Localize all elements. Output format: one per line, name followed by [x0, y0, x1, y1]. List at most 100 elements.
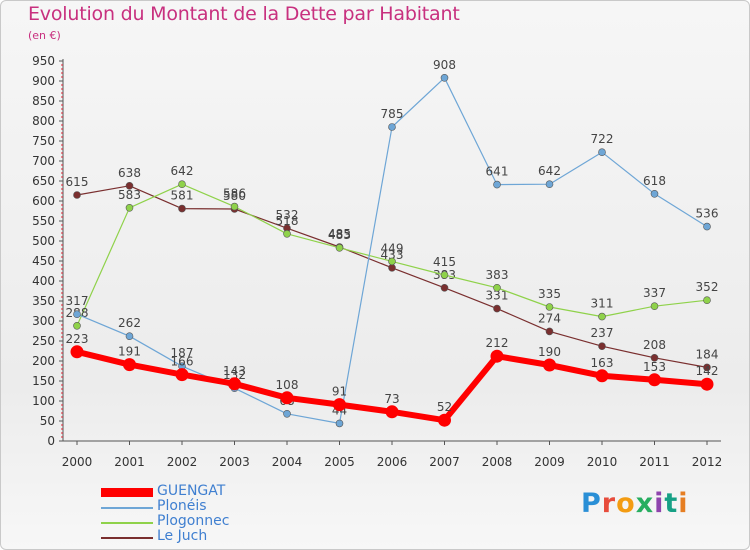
data-label-guengat: 73: [384, 392, 399, 406]
data-label-guengat: 153: [643, 360, 666, 374]
data-label-plon-is: 317: [66, 294, 89, 308]
x-tick-label: 2012: [692, 455, 723, 469]
data-label-plon-is: 641: [486, 165, 509, 179]
data-label-plogonnec: 311: [591, 297, 614, 311]
legend-label-plon-is: Plonéis: [157, 498, 207, 514]
point-plogonnec: [440, 271, 449, 279]
data-label-plon-is: 187: [171, 346, 194, 360]
point-plogonnec: [598, 312, 606, 321]
data-label-plon-is: 722: [591, 132, 614, 146]
point-plogonnec: [230, 202, 239, 211]
data-label-le-juch: 580: [223, 189, 246, 203]
point-le-juch: [73, 191, 81, 199]
data-label-plogonnec: 415: [433, 255, 456, 269]
point-plon-is: [388, 123, 396, 131]
point-guengat: [70, 345, 84, 359]
data-label-le-juch: 184: [696, 347, 719, 361]
point-guengat: [280, 391, 294, 405]
data-label-le-juch: 274: [538, 311, 561, 325]
data-label-le-juch: 532: [276, 208, 299, 222]
data-label-plogonnec: 518: [276, 214, 299, 228]
x-tick-label: 2010: [587, 455, 618, 469]
y-tick-label: 500: [32, 234, 55, 248]
data-label-guengat: 143: [223, 364, 246, 378]
x-tick-label: 2011: [639, 455, 670, 469]
data-label-guengat: 166: [171, 355, 194, 369]
point-plon-is: [283, 409, 291, 418]
data-label-le-juch: 615: [66, 175, 89, 189]
point-guengat: [333, 398, 346, 412]
data-label-guengat: 190: [538, 345, 561, 359]
data-label-plogonnec: 586: [223, 187, 246, 201]
x-tick-label: 2004: [272, 455, 303, 469]
data-label-guengat: 108: [276, 378, 299, 392]
data-label-plon-is: 785: [381, 107, 404, 121]
y-tick-label: 200: [32, 354, 55, 368]
chart-title: Evolution du Montant de la Dette par Hab…: [28, 3, 460, 25]
y-tick-label: 150: [32, 374, 55, 388]
data-label-guengat: 142: [696, 364, 719, 378]
x-tick-label: 2003: [219, 455, 250, 469]
y-tick-label: 600: [32, 194, 55, 208]
y-tick-label: 0: [47, 434, 55, 448]
point-plon-is: [73, 310, 81, 319]
point-le-juch: [125, 182, 134, 190]
point-guengat: [123, 358, 136, 372]
point-plogonnec: [125, 204, 134, 212]
proxiti-logo: Proxiti: [581, 488, 689, 519]
y-tick-label: 250: [32, 334, 55, 348]
data-label-guengat: 191: [118, 345, 141, 359]
x-tick-label: 2006: [377, 455, 408, 469]
data-label-plogonnec: 583: [118, 188, 141, 202]
legend-swatch-plogonnec: [101, 522, 153, 524]
data-label-plon-is: 132: [223, 368, 246, 382]
data-label-le-juch: 485: [328, 227, 351, 241]
data-label-plon-is: 262: [118, 316, 141, 330]
point-le-juch: [388, 263, 396, 272]
y-tick-label: 100: [32, 394, 55, 408]
point-guengat: [490, 349, 504, 363]
data-label-guengat: 163: [591, 356, 614, 370]
legend-swatch-le-juch: [101, 537, 153, 539]
y-tick-label: 50: [40, 414, 55, 428]
point-guengat: [595, 369, 609, 383]
y-tick-label: 550: [32, 214, 55, 228]
legend-swatch-guengat: [101, 488, 153, 497]
x-tick-label: 2001: [114, 455, 145, 469]
point-plon-is: [650, 190, 659, 198]
x-tick-label: 2002: [167, 455, 198, 469]
point-plon-is: [598, 148, 606, 156]
point-plon-is: [335, 419, 344, 428]
data-label-le-juch: 433: [381, 248, 404, 262]
data-label-plogonnec: 352: [696, 280, 719, 294]
data-label-plogonnec: 449: [381, 241, 404, 255]
point-guengat: [385, 405, 399, 419]
point-plogonnec: [388, 257, 396, 266]
point-plon-is: [703, 222, 711, 231]
y-tick-label: 950: [32, 54, 55, 68]
x-tick-label: 2005: [324, 455, 355, 469]
y-tick-label: 900: [32, 74, 55, 88]
legend-label-le-juch: Le Juch: [157, 528, 208, 544]
data-label-guengat: 91: [332, 385, 347, 399]
data-label-le-juch: 581: [171, 189, 194, 203]
point-plogonnec: [493, 283, 501, 292]
data-label-le-juch: 331: [486, 289, 509, 303]
point-plogonnec: [178, 180, 186, 188]
point-plogonnec: [73, 321, 81, 330]
point-le-juch: [493, 304, 501, 313]
y-tick-label: 650: [32, 174, 55, 188]
data-label-le-juch: 237: [591, 326, 614, 340]
x-tick-label: 2008: [482, 455, 513, 469]
point-plogonnec: [335, 244, 344, 252]
data-label-plogonnec: 483: [328, 228, 351, 242]
point-guengat: [228, 377, 241, 391]
x-tick-label: 2007: [429, 455, 460, 469]
x-tick-label: 2000: [62, 455, 93, 469]
legend-swatch-plon-is: [101, 507, 153, 509]
data-label-guengat: 223: [66, 332, 89, 346]
data-label-plon-is: 642: [538, 164, 561, 178]
y-tick-label: 700: [32, 154, 55, 168]
